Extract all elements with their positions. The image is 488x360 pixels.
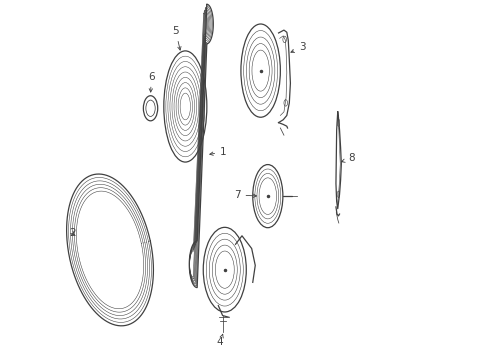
Text: 8: 8	[341, 153, 354, 163]
Text: 7: 7	[233, 190, 256, 200]
Text: 3: 3	[290, 42, 305, 53]
Text: 4: 4	[216, 334, 223, 347]
Text: 1: 1	[209, 147, 226, 157]
Text: 2: 2	[69, 228, 75, 238]
Text: 6: 6	[148, 72, 154, 92]
Text: 5: 5	[172, 26, 181, 50]
